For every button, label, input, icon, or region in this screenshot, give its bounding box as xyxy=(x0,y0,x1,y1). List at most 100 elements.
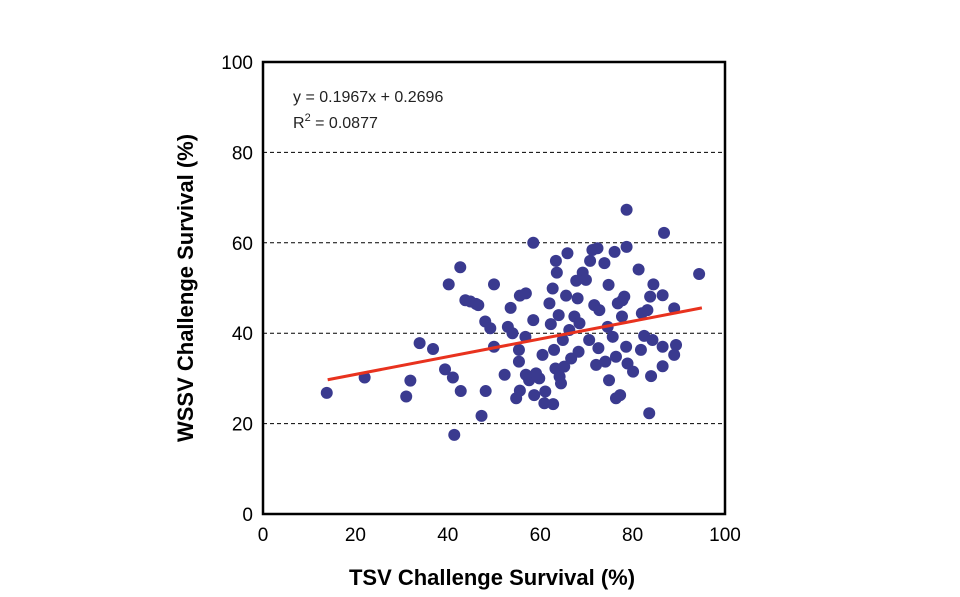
data-point xyxy=(472,299,485,312)
x-tick-labels: 0 20 40 60 80 100 xyxy=(258,525,741,546)
x-tick-label: 80 xyxy=(622,525,643,546)
data-point xyxy=(656,340,669,353)
y-axis-title: WSSV Challenge Survival (%) xyxy=(173,134,198,442)
data-point xyxy=(606,330,619,343)
data-point xyxy=(320,386,333,399)
data-point xyxy=(504,301,517,314)
data-point xyxy=(620,240,633,253)
data-point xyxy=(656,360,669,373)
data-point xyxy=(547,398,560,411)
data-point xyxy=(615,310,628,323)
data-point xyxy=(536,348,549,361)
data-point xyxy=(538,397,551,410)
data-point xyxy=(552,309,565,322)
data-point xyxy=(404,374,417,387)
data-point xyxy=(583,333,596,346)
annotation-r2: R2 = 0.0877 xyxy=(293,112,378,132)
data-point xyxy=(442,278,455,291)
data-point xyxy=(609,350,622,363)
y-tick-label: 100 xyxy=(221,53,253,74)
data-point xyxy=(561,247,574,260)
r2-label: R xyxy=(293,115,305,132)
data-point xyxy=(570,274,583,287)
annotation-equation: y = 0.1967x + 0.2696 xyxy=(293,89,443,106)
data-point xyxy=(593,304,606,317)
data-point xyxy=(543,297,556,310)
data-point xyxy=(641,304,654,317)
x-tick-label: 60 xyxy=(530,525,551,546)
data-point xyxy=(572,345,585,358)
data-point xyxy=(498,368,511,381)
data-point xyxy=(602,278,615,291)
data-point xyxy=(550,266,563,279)
data-point xyxy=(528,389,541,402)
data-point xyxy=(614,389,627,402)
data-point xyxy=(579,273,592,286)
data-point xyxy=(668,348,681,361)
data-point xyxy=(427,343,440,356)
data-point xyxy=(454,261,467,274)
x-tick-label: 0 xyxy=(258,525,269,546)
data-point xyxy=(539,385,552,398)
data-point xyxy=(549,254,562,267)
data-point xyxy=(598,257,611,270)
r2-superscript: 2 xyxy=(305,112,311,124)
data-point xyxy=(620,340,633,353)
data-point xyxy=(603,374,616,387)
data-point xyxy=(544,318,557,331)
data-point xyxy=(571,292,584,305)
data-point xyxy=(519,287,532,300)
data-point xyxy=(558,360,571,373)
data-point xyxy=(670,338,683,351)
y-tick-label: 20 xyxy=(232,415,253,436)
y-tick-label: 80 xyxy=(232,143,253,164)
data-point xyxy=(554,377,567,390)
data-point xyxy=(634,343,647,356)
data-point xyxy=(448,428,461,441)
data-points xyxy=(320,203,706,441)
data-point xyxy=(618,290,631,303)
data-point xyxy=(512,343,525,356)
data-point xyxy=(643,407,656,420)
x-axis-title: TSV Challenge Survival (%) xyxy=(349,565,635,590)
r2-value: = 0.0877 xyxy=(311,115,378,132)
data-point xyxy=(548,343,561,356)
data-point xyxy=(644,290,657,303)
data-point xyxy=(512,355,525,368)
trendline xyxy=(327,306,703,382)
data-point xyxy=(560,289,573,302)
data-point xyxy=(546,282,559,295)
data-point xyxy=(645,370,658,383)
data-point xyxy=(693,267,706,280)
data-point xyxy=(620,203,633,216)
data-point xyxy=(590,358,603,371)
x-tick-label: 20 xyxy=(345,525,366,546)
data-point xyxy=(599,355,612,368)
data-point xyxy=(647,278,660,291)
data-point xyxy=(488,278,500,291)
data-point xyxy=(584,254,597,267)
y-tick-label: 40 xyxy=(232,324,253,345)
y-tick-label: 60 xyxy=(232,234,253,255)
data-point xyxy=(656,289,669,302)
data-point xyxy=(533,372,546,385)
y-tick-label: 0 xyxy=(242,505,253,526)
data-point xyxy=(484,322,497,335)
data-point xyxy=(556,333,569,346)
x-tick-label: 40 xyxy=(437,525,458,546)
data-point xyxy=(413,337,426,350)
data-point xyxy=(475,409,488,422)
data-point xyxy=(439,363,452,376)
data-point xyxy=(591,242,604,255)
data-point xyxy=(446,371,459,384)
y-tick-labels: 0 20 40 60 80 100 xyxy=(221,53,253,526)
data-point xyxy=(506,327,519,340)
data-point xyxy=(658,226,671,239)
data-point xyxy=(454,385,467,398)
data-point xyxy=(527,314,540,327)
plot-frame xyxy=(261,60,727,516)
data-point xyxy=(527,236,540,249)
data-point xyxy=(513,384,526,397)
data-point xyxy=(632,263,645,276)
